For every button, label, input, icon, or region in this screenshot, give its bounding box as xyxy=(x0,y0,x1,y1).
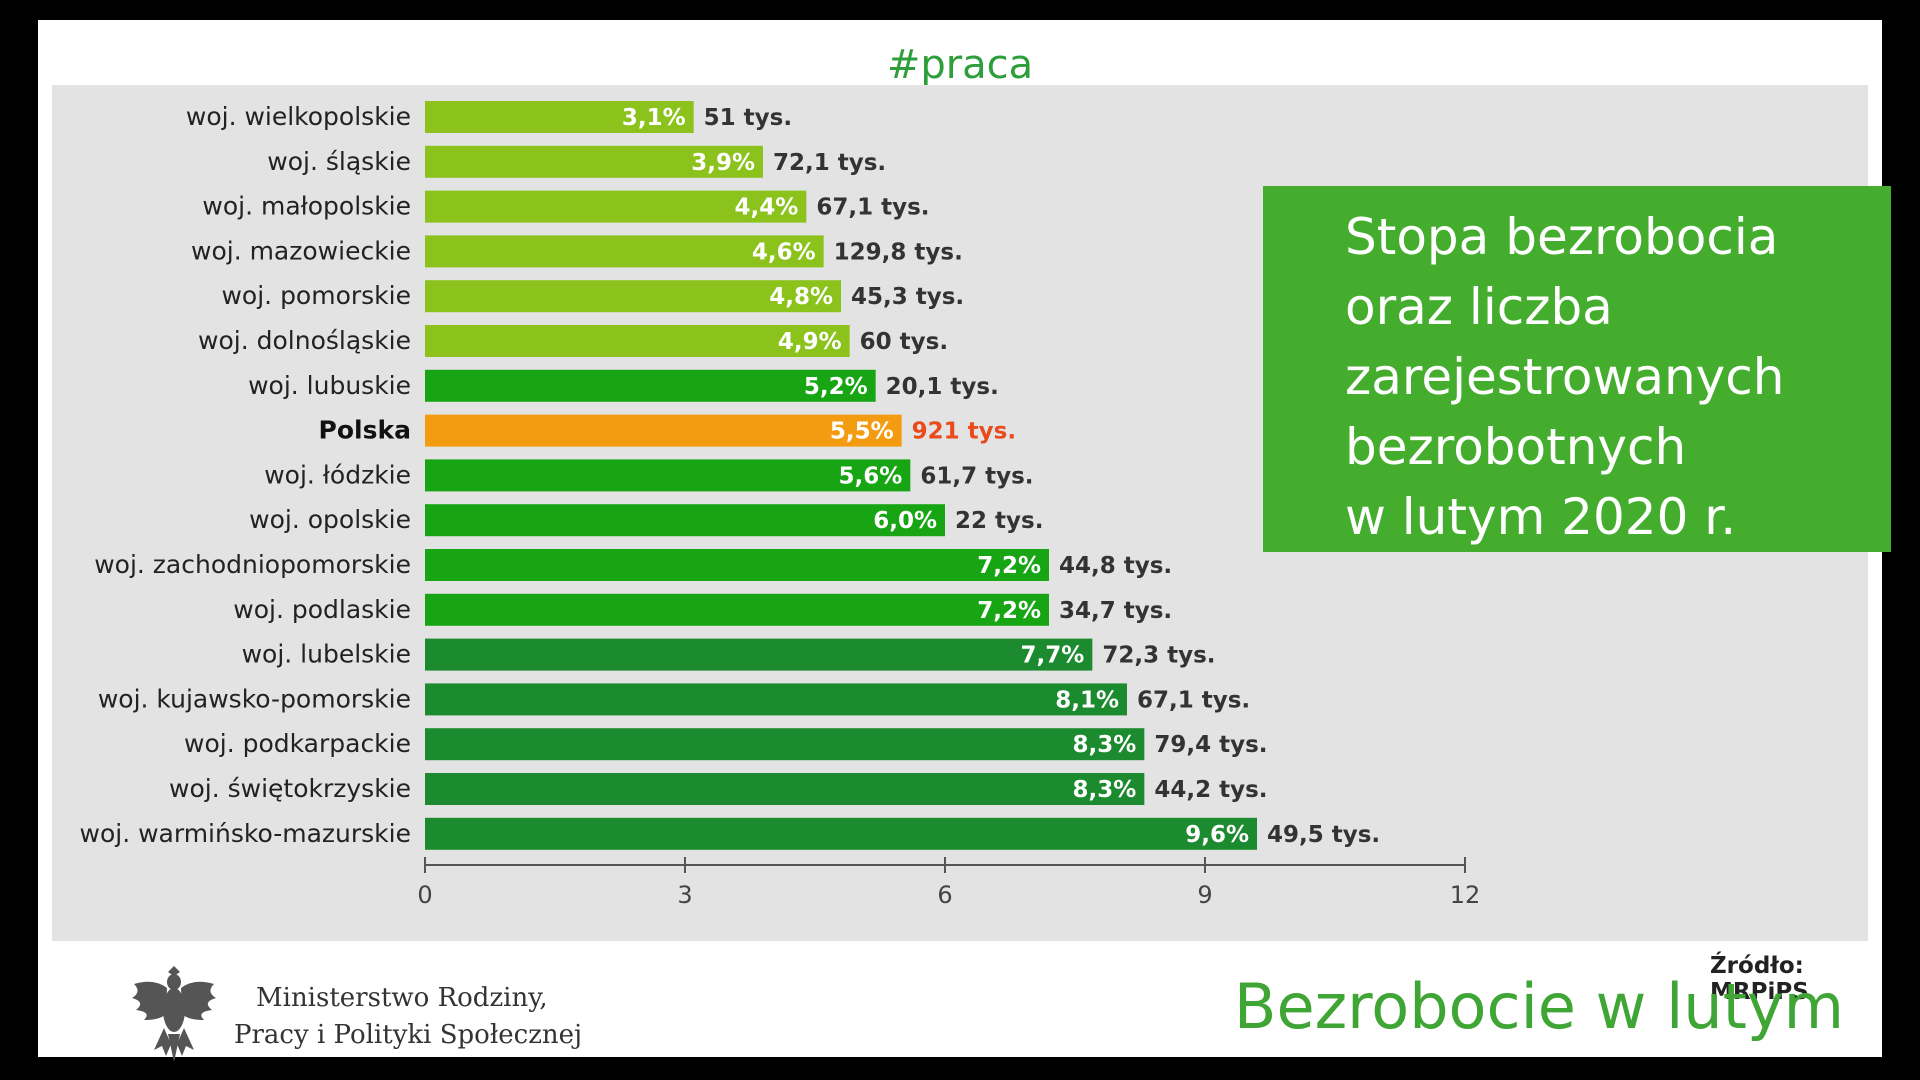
bar-count-label: 129,8 tys. xyxy=(834,239,963,265)
x-tick-label: 12 xyxy=(1450,881,1481,909)
bar-count-label: 60 tys. xyxy=(860,329,948,355)
bar xyxy=(425,235,824,268)
category-label: Polska xyxy=(319,416,411,445)
bar xyxy=(425,549,1049,581)
bar xyxy=(425,325,850,357)
x-tick-label: 3 xyxy=(677,881,692,909)
bar xyxy=(425,190,807,223)
category-label: woj. lubelskie xyxy=(242,640,411,669)
bar-count-label: 72,3 tys. xyxy=(1102,643,1215,669)
source-note: Źródło: MRPiPS xyxy=(1710,953,1809,1005)
x-tick-label: 6 xyxy=(937,881,952,909)
bar-count-label: 34,7 tys. xyxy=(1059,598,1172,624)
category-label: woj. świętokrzyskie xyxy=(169,774,411,803)
ministry-name-line2: Pracy i Polityki Społecznej xyxy=(234,1020,583,1050)
bar-count-label: 921 tys. xyxy=(912,419,1016,445)
bar-count-label: 67,1 tys. xyxy=(1137,687,1250,713)
bar-value-label: 5,6% xyxy=(839,463,903,489)
bar xyxy=(425,638,1093,671)
bar-count-label: 45,3 tys. xyxy=(851,284,964,310)
bar-value-label: 4,6% xyxy=(752,239,816,265)
bar xyxy=(425,280,841,313)
footer-title: Bezrobocie w lutym xyxy=(1233,970,1844,1043)
category-label: woj. opolskie xyxy=(249,505,411,534)
bar-value-label: 4,9% xyxy=(778,329,842,355)
bar-value-label: 6,0% xyxy=(873,508,937,534)
bar-count-label: 79,4 tys. xyxy=(1154,732,1267,758)
bar-value-label: 9,6% xyxy=(1185,822,1249,848)
infographic-frame: #praca woj. wielkopolskie 3,1% 51 tys. woj.… xyxy=(38,20,1891,1062)
bar-value-label: 3,9% xyxy=(691,150,755,176)
eagle-emblem-icon xyxy=(132,966,216,1062)
bar xyxy=(425,817,1257,850)
bar-value-label: 3,1% xyxy=(622,105,686,131)
bar-value-label: 5,2% xyxy=(804,374,868,400)
hashtag-title: #praca xyxy=(886,42,1034,88)
category-label: woj. mazowieckie xyxy=(191,236,411,265)
category-label: woj. małopolskie xyxy=(202,192,411,221)
bar xyxy=(425,504,945,537)
bar xyxy=(425,145,763,178)
bar-count-label: 22 tys. xyxy=(955,508,1043,534)
bar xyxy=(425,728,1145,761)
bar xyxy=(425,101,694,133)
bar-count-label: 49,5 tys. xyxy=(1267,822,1380,848)
bar-count-label: 67,1 tys. xyxy=(816,195,929,221)
bar-value-label: 7,2% xyxy=(977,553,1041,579)
category-label: woj. pomorskie xyxy=(221,281,411,310)
bar-count-label: 72,1 tys. xyxy=(773,150,886,176)
category-label: woj. łódzkie xyxy=(264,460,411,489)
category-label: woj. podkarpackie xyxy=(184,729,411,758)
category-label: woj. zachodniopomorskie xyxy=(94,550,411,579)
bar xyxy=(425,414,902,447)
bar-count-label: 44,8 tys. xyxy=(1059,553,1172,579)
bar-value-label: 7,7% xyxy=(1021,643,1085,669)
bar-value-label: 8,3% xyxy=(1073,777,1137,803)
category-label: woj. dolnośląskie xyxy=(198,326,411,355)
bar xyxy=(425,459,911,492)
bar-value-label: 8,1% xyxy=(1055,687,1119,713)
bar-chart: woj. wielkopolskie 3,1% 51 tys. woj. śląski… xyxy=(80,101,1481,909)
bar-value-label: 8,3% xyxy=(1073,732,1137,758)
chart-panel: woj. wielkopolskie 3,1% 51 tys. woj. śląski… xyxy=(52,85,1891,1005)
ministry-name: Ministerstwo Rodziny, Pracy i Polityki S… xyxy=(234,980,582,1054)
bar-count-label: 20,1 tys. xyxy=(886,374,999,400)
bar-count-label: 61,7 tys. xyxy=(920,463,1033,489)
bar xyxy=(425,773,1145,805)
category-label: woj. lubuskie xyxy=(248,371,411,400)
bar-value-label: 4,4% xyxy=(735,195,799,221)
category-label: woj. warmińsko-mazurskie xyxy=(80,819,411,848)
bar xyxy=(425,683,1127,716)
x-tick-label: 9 xyxy=(1197,881,1212,909)
x-tick-label: 0 xyxy=(417,881,432,909)
ministry-name-line1: Ministerstwo Rodziny, xyxy=(256,983,548,1013)
category-label: woj. kujawsko-pomorskie xyxy=(98,684,411,713)
bar xyxy=(425,593,1049,626)
category-label: woj. podlaskie xyxy=(233,595,411,624)
bar-count-label: 51 tys. xyxy=(704,105,792,131)
bar-value-label: 4,8% xyxy=(769,284,833,310)
category-label: woj. wielkopolskie xyxy=(186,102,411,131)
chart-description-text: Stopa bezrobocia oraz liczba zarejestrow… xyxy=(1345,208,1785,546)
bar xyxy=(425,369,876,402)
chart-description-box: Stopa bezrobocia oraz liczba zarejestrow… xyxy=(1263,186,1891,552)
category-label: woj. śląskie xyxy=(267,147,411,176)
bar-value-label: 5,5% xyxy=(830,419,894,445)
bar-count-label: 44,2 tys. xyxy=(1154,777,1267,803)
bar-value-label: 7,2% xyxy=(977,598,1041,624)
